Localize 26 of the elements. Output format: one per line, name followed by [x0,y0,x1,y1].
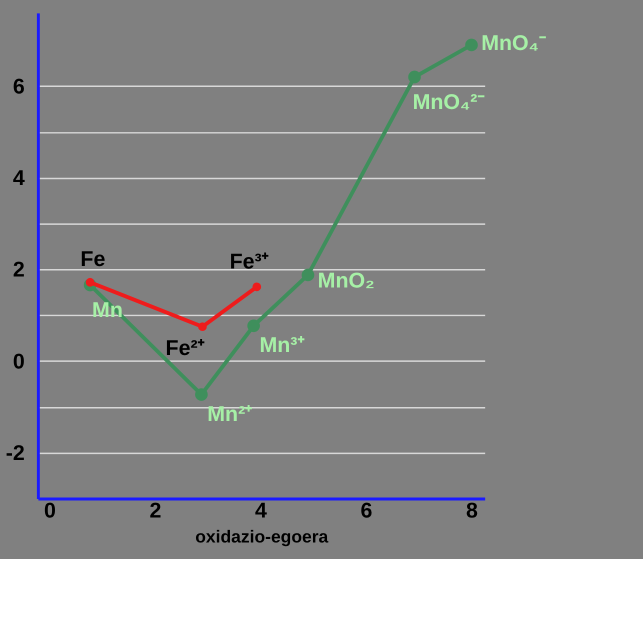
x-tick-label: 8 [466,498,478,522]
annotation: Fe [80,246,106,271]
y-tick-label: 2 [12,258,25,282]
annotation: MnO₄²⁻ [412,90,484,114]
point [252,282,262,292]
annotation: Fe²⁺ [166,336,205,360]
annotation: Mn³⁺ [259,333,304,358]
point [247,319,260,332]
x-tick-label: 4 [255,498,268,522]
annotation: MnO₄⁻ [481,30,546,55]
x-tick-label: 0 [44,498,56,522]
annotation: Fe³⁺ [230,249,269,274]
point [195,388,208,401]
x-tick-label: 6 [360,498,373,522]
point [302,268,314,282]
point [408,70,421,84]
point [198,322,207,332]
y-tick-label: 4 [12,166,25,190]
x-tick-label: 2 [150,498,162,522]
x-axis-title: oxidazio-egoera [195,526,329,547]
y-tick-label: 6 [12,74,25,98]
y-tick-label: 0 [12,349,25,374]
y-tick-label: -2 [6,440,25,465]
annotation: Mn²⁺ [207,402,252,426]
annotation: MnO₂ [318,268,375,293]
point [465,38,478,52]
